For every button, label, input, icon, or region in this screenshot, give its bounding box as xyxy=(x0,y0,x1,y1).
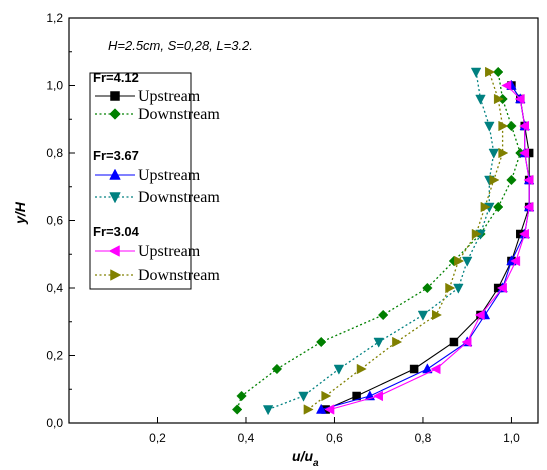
series-4-point-1 xyxy=(372,390,383,402)
legend-marker-1 xyxy=(109,108,121,120)
x-tick-label-4: 1,0 xyxy=(503,431,520,445)
legend-label-2: Upstream xyxy=(138,167,201,184)
legend-group-title-0: Fr=4.12 xyxy=(93,70,139,85)
series-5-point-8 xyxy=(480,201,491,213)
series-1-point-1 xyxy=(236,390,247,402)
y-tick-label-0: 0,0 xyxy=(46,416,63,430)
legend-group-title-1: Fr=3.67 xyxy=(93,148,139,163)
chart-annotation: H=2.5cm, S=0,28, L=3.2. xyxy=(108,38,253,53)
series-3-point-11 xyxy=(484,121,495,132)
series-4-point-0 xyxy=(324,404,335,415)
series-5-point-11 xyxy=(498,120,509,132)
series-4-point-7 xyxy=(518,228,529,240)
series-4 xyxy=(324,80,534,415)
legend-marker-2 xyxy=(109,168,121,180)
series-5-point-0 xyxy=(303,404,314,415)
series-3-point-4 xyxy=(417,310,429,321)
series-1-point-9 xyxy=(506,174,517,186)
y-tick-label-4: 0,8 xyxy=(46,146,63,160)
series-5-point-9 xyxy=(489,174,500,186)
series-line-3 xyxy=(267,71,495,411)
series-5-point-10 xyxy=(498,147,509,159)
series-5-point-13 xyxy=(485,66,496,78)
series-5-point-4 xyxy=(431,309,442,321)
x-axis-label-main: u/u xyxy=(292,448,313,464)
legend: Fr=4.12UpstreamDownstreamFr=3.67Upstream… xyxy=(89,70,220,290)
series-3-point-3 xyxy=(373,337,384,348)
series-3-point-5 xyxy=(453,283,464,294)
series-4-point-4 xyxy=(474,309,485,321)
legend-label-3: Downstream xyxy=(138,189,220,206)
series-1-point-11 xyxy=(506,120,517,132)
series-4-point-11 xyxy=(518,120,529,132)
series-1-point-2 xyxy=(271,363,283,375)
series-5-point-7 xyxy=(471,228,482,240)
series-5-point-3 xyxy=(392,336,403,348)
series-5-point-12 xyxy=(493,93,504,105)
y-tick-label-5: 1,0 xyxy=(46,79,63,93)
series-3-point-6 xyxy=(461,256,473,267)
series-5-point-2 xyxy=(356,363,367,375)
legend-group-title-2: Fr=3.04 xyxy=(93,224,140,239)
legend-marker-3 xyxy=(109,192,121,204)
series-line-5 xyxy=(307,71,504,411)
series-4-point-10 xyxy=(518,147,529,159)
series-line-4 xyxy=(329,85,530,411)
x-axis-label-subscript: a xyxy=(313,458,319,469)
series-4-point-3 xyxy=(461,336,472,348)
series-3-point-0 xyxy=(262,405,274,416)
series-line-1 xyxy=(236,71,521,410)
legend-box xyxy=(89,72,192,290)
legend-marker-4 xyxy=(108,245,120,257)
series-4-point-12 xyxy=(514,93,525,105)
series-5-point-5 xyxy=(445,282,456,294)
y-tick-label-2: 0,4 xyxy=(46,281,63,295)
series-3-point-10 xyxy=(488,148,499,159)
series-5 xyxy=(303,66,509,415)
legend-label-4: Upstream xyxy=(138,243,201,260)
x-tick-label-3: 0,8 xyxy=(415,431,432,445)
series-5-point-6 xyxy=(454,255,465,267)
x-tick-label-0: 0,2 xyxy=(149,431,166,445)
x-axis-label: u/ua xyxy=(292,448,319,469)
series-1-point-3 xyxy=(316,336,327,348)
series-0-point-3 xyxy=(449,337,459,347)
series-0-point-2 xyxy=(409,364,419,374)
series-4-point-6 xyxy=(510,255,521,267)
legend-marker-5 xyxy=(110,269,122,281)
y-axis-label: y/H xyxy=(12,201,28,225)
series-4-point-2 xyxy=(430,363,441,375)
series-3-point-2 xyxy=(333,364,345,375)
series-4-point-8 xyxy=(523,201,534,213)
y-tick-label-1: 0,2 xyxy=(46,349,63,363)
y-tick-label-6: 1,2 xyxy=(46,11,63,25)
series-3-point-1 xyxy=(298,391,309,402)
axes: 0,2 0,4 0,6 0,8 1,0 0,0 0,2 0,4 0,6 0,8 1,0 1,2 xyxy=(46,11,520,445)
series-4-point-5 xyxy=(496,282,507,294)
legend-label-1: Downstream xyxy=(138,106,220,123)
x-tick-label-2: 0,6 xyxy=(326,431,343,445)
series-line-0 xyxy=(325,85,530,411)
x-tick-label-1: 0,4 xyxy=(238,431,255,445)
series-2-point-0 xyxy=(315,403,327,414)
series-layer xyxy=(231,66,535,416)
series-4-point-13 xyxy=(501,80,512,91)
series-1-point-0 xyxy=(231,404,243,415)
legend-label-5: Downstream xyxy=(138,267,220,284)
legend-marker-0 xyxy=(110,91,120,101)
y-tick-label-3: 0,6 xyxy=(46,214,63,228)
series-1-point-13 xyxy=(493,66,504,78)
series-1-point-5 xyxy=(422,282,433,294)
series-5-point-1 xyxy=(321,390,332,402)
series-1-point-4 xyxy=(377,309,389,321)
series-1-point-8 xyxy=(493,201,504,213)
series-3-point-13 xyxy=(470,67,482,78)
series-4-point-9 xyxy=(523,174,534,186)
legend-label-0: Upstream xyxy=(138,88,201,105)
series-3-point-12 xyxy=(475,94,486,105)
